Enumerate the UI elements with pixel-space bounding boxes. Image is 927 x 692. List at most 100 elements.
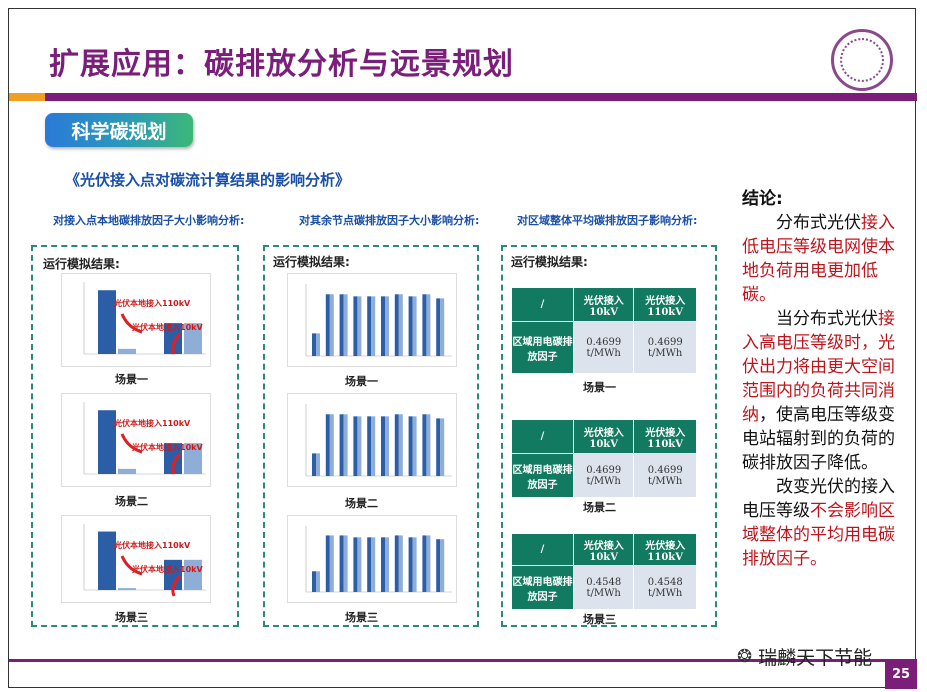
bar (394, 414, 399, 476)
wechat-icon: ❂ (737, 646, 753, 667)
section-badge: 科学碳规划 (45, 113, 193, 147)
bar (385, 296, 389, 356)
bar (312, 333, 316, 356)
arrow-icon (120, 313, 143, 334)
slide: 扩展应用：碳排放分析与远景规划 科学碳规划 《光伏接入点对碳流计算结果的影响分析… (8, 8, 917, 689)
bar (422, 414, 427, 476)
table-row-label: 区域用电碳排放因子 (511, 321, 574, 374)
local-chart-scene1: 光伏本地接入110kV 光伏本地接入10kV (61, 273, 211, 367)
scene-label: 场景一 (345, 375, 378, 388)
bar (316, 333, 320, 356)
other-chart-scene3 (287, 515, 457, 603)
page-title: 扩展应用：碳排放分析与远景规划 (49, 47, 514, 82)
footer-line (9, 659, 917, 662)
bar (184, 443, 202, 474)
annotation-110kv: 光伏本地接入110kV (113, 298, 191, 308)
bar (412, 296, 417, 356)
bar (408, 296, 413, 356)
bar (367, 416, 372, 476)
bar (329, 414, 334, 476)
table-row-label: 区域用电碳排放因子 (511, 565, 574, 610)
bar (385, 537, 389, 592)
regional-table-scene3: / 光伏接入10kV 光伏接入110kV 区域用电碳排放因子 0.4548 t/… (511, 533, 697, 610)
bar (394, 294, 399, 356)
bar (367, 537, 372, 592)
bar (339, 414, 344, 476)
header-accent-bar (9, 93, 45, 101)
bar (381, 296, 385, 356)
bar (164, 323, 182, 354)
bar (426, 535, 431, 592)
annotation-110kv: 光伏本地接入110kV (113, 418, 191, 428)
header-divider-bar (45, 93, 917, 101)
bar (371, 537, 376, 592)
conclusion-text-red: 不会影响区域整体的平均用电碳排放因子。 (742, 501, 895, 569)
column-heading-other-nodes: 对其余节点碳排放因子大小影响分析: (299, 214, 480, 227)
scene-label: 场景三 (115, 611, 148, 624)
bar (371, 296, 376, 356)
annotation-10kv: 光伏本地接入10kV (131, 442, 203, 452)
conclusion-text-red: 接入高电压等级时，光伏出力将由更大空间范围内的负荷共同消纳 (742, 309, 895, 425)
bar (367, 296, 372, 356)
bar (353, 416, 358, 476)
bar (353, 537, 358, 592)
table-cell: 0.4548 t/MWh (633, 565, 697, 610)
bar (164, 559, 182, 590)
bar (412, 416, 417, 476)
table-row-label: 区域用电碳排放因子 (511, 453, 574, 498)
scene-label: 场景二 (583, 501, 616, 514)
bar (371, 416, 376, 476)
scene-label: 场景一 (583, 381, 616, 394)
section-subtitle: 《光伏接入点对碳流计算结果的影响分析》 (65, 171, 351, 189)
conclusion-paragraph-1: 分布式光伏接入低电压等级电网使本地负荷用电更加低碳。 (742, 211, 907, 307)
bar (329, 535, 334, 592)
bar (408, 416, 413, 476)
annotation-10kv: 光伏本地接入10kV (131, 322, 203, 332)
table-header-10kv: 光伏接入10kV (572, 533, 635, 566)
scene-label: 场景二 (345, 497, 378, 510)
table-corner: / (511, 419, 574, 454)
table-corner: / (511, 287, 574, 322)
table-corner: / (511, 533, 574, 566)
panel-local-factor: 运行模拟结果: 光伏本地接入110kV 光伏本地接入10kV 场景一 光伏本地接入… (31, 245, 239, 627)
other-chart-scene2 (287, 393, 457, 487)
table-cell: 0.4699 t/MWh (572, 321, 635, 374)
table-cell: 0.4699 t/MWh (633, 321, 697, 374)
conclusion-text-red: 接入低电压等级电网使本地负荷用电更加低碳。 (742, 213, 895, 305)
bar (381, 537, 385, 592)
bar (357, 296, 362, 356)
bar (343, 535, 348, 592)
bar (436, 418, 441, 476)
arrow-icon (120, 555, 143, 576)
scene-label: 场景二 (115, 495, 148, 508)
bar (184, 559, 202, 590)
panel-label: 运行模拟结果: (511, 255, 588, 269)
table-header-110kv: 光伏接入110kV (633, 287, 697, 322)
local-chart-scene3: 光伏本地接入110kV 光伏本地接入10kV (61, 515, 211, 603)
scene-label: 场景三 (583, 613, 616, 626)
bar (426, 414, 431, 476)
bar (325, 414, 330, 476)
bar (118, 468, 136, 474)
bar (436, 539, 441, 592)
bar (312, 453, 316, 476)
bar (343, 414, 348, 476)
scene-label: 场景三 (345, 611, 378, 624)
regional-table-scene2: / 光伏接入10kV 光伏接入110kV 区域用电碳排放因子 0.4699 t/… (511, 419, 697, 498)
conclusion-paragraph-3: 改变光伏的接入电压等级不会影响区域整体的平均用电碳排放因子。 (742, 475, 907, 571)
bar (398, 414, 403, 476)
bar (339, 535, 344, 592)
bar (325, 535, 330, 592)
table-header-10kv: 光伏接入10kV (572, 419, 635, 454)
bar (98, 531, 116, 590)
panel-regional-factor: 运行模拟结果: / 光伏接入10kV 光伏接入110kV 区域用电碳排放因子 0… (501, 245, 717, 627)
table-cell: 0.4548 t/MWh (572, 565, 635, 610)
panel-other-nodes-factor: 运行模拟结果: 场景一 场景二 场景三 (263, 245, 479, 627)
bar (312, 571, 316, 592)
conclusion-heading: 结论: (742, 189, 783, 209)
bar (440, 539, 445, 592)
bar (398, 535, 403, 592)
arrow-icon (171, 452, 182, 475)
other-chart-scene1 (287, 273, 457, 367)
watermark-text: 瑞麟天下节能 (758, 647, 873, 669)
